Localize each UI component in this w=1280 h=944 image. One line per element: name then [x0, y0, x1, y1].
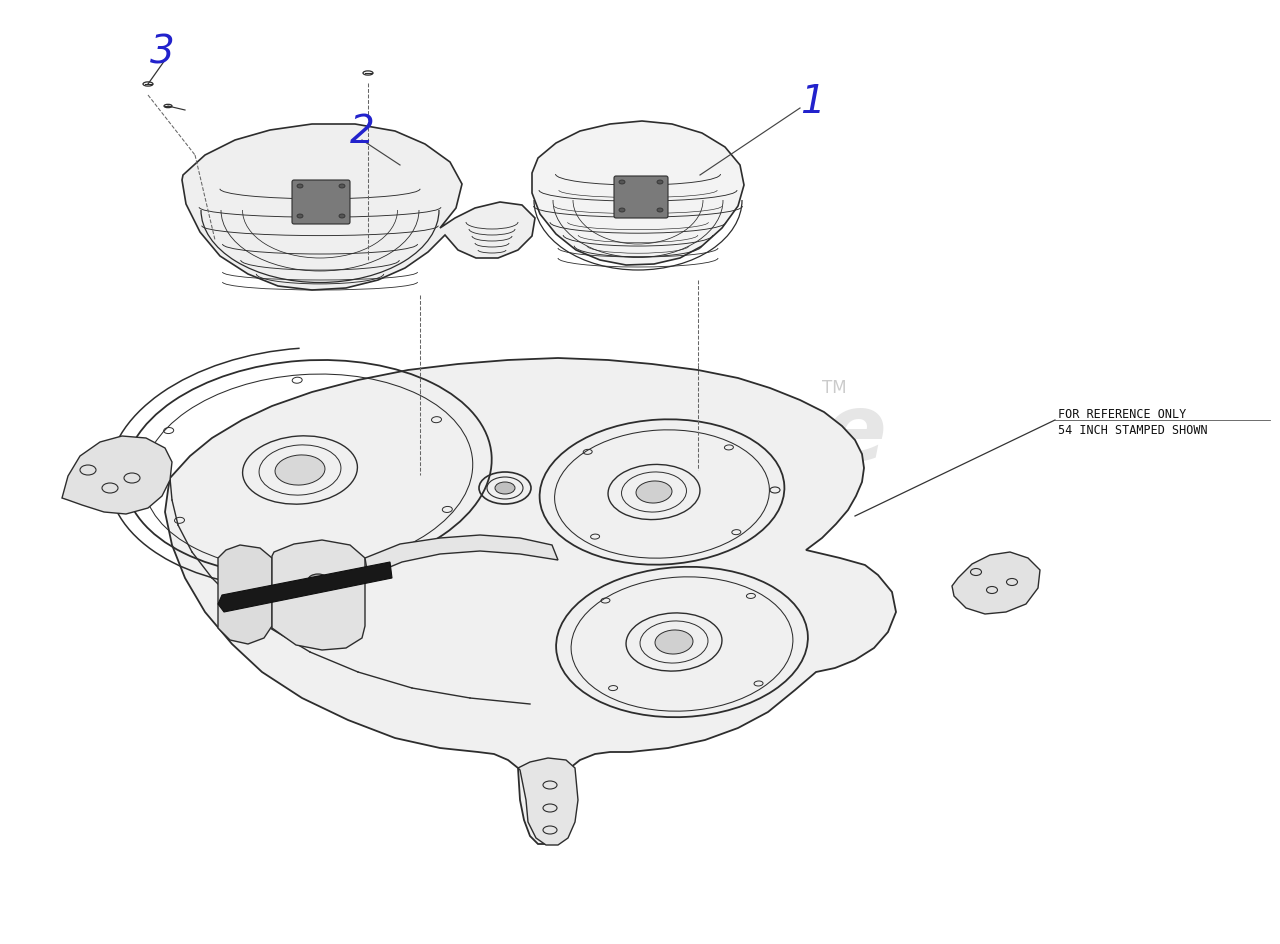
Text: PartsTree: PartsTree: [383, 389, 887, 481]
Text: 2: 2: [349, 113, 374, 151]
Ellipse shape: [657, 208, 663, 212]
Polygon shape: [518, 758, 579, 845]
Text: 54 INCH STAMPED SHOWN: 54 INCH STAMPED SHOWN: [1059, 424, 1207, 436]
Ellipse shape: [308, 574, 328, 586]
Ellipse shape: [495, 482, 515, 494]
Ellipse shape: [339, 214, 346, 218]
Polygon shape: [182, 124, 535, 290]
Ellipse shape: [339, 184, 346, 188]
Polygon shape: [365, 535, 558, 576]
Polygon shape: [165, 358, 896, 844]
Ellipse shape: [655, 630, 692, 654]
Ellipse shape: [620, 208, 625, 212]
Polygon shape: [218, 562, 392, 612]
Ellipse shape: [297, 214, 303, 218]
Polygon shape: [952, 552, 1039, 614]
Polygon shape: [218, 545, 273, 644]
Text: FOR REFERENCE ONLY: FOR REFERENCE ONLY: [1059, 409, 1187, 422]
Polygon shape: [61, 436, 172, 514]
Text: 1: 1: [800, 83, 824, 121]
FancyBboxPatch shape: [292, 180, 349, 224]
Ellipse shape: [657, 180, 663, 184]
Text: TM: TM: [822, 379, 846, 397]
FancyBboxPatch shape: [614, 176, 668, 218]
Ellipse shape: [636, 481, 672, 503]
Ellipse shape: [297, 184, 303, 188]
Polygon shape: [273, 540, 365, 650]
Text: 3: 3: [150, 33, 174, 71]
Polygon shape: [532, 121, 744, 265]
Ellipse shape: [620, 180, 625, 184]
Ellipse shape: [275, 455, 325, 485]
